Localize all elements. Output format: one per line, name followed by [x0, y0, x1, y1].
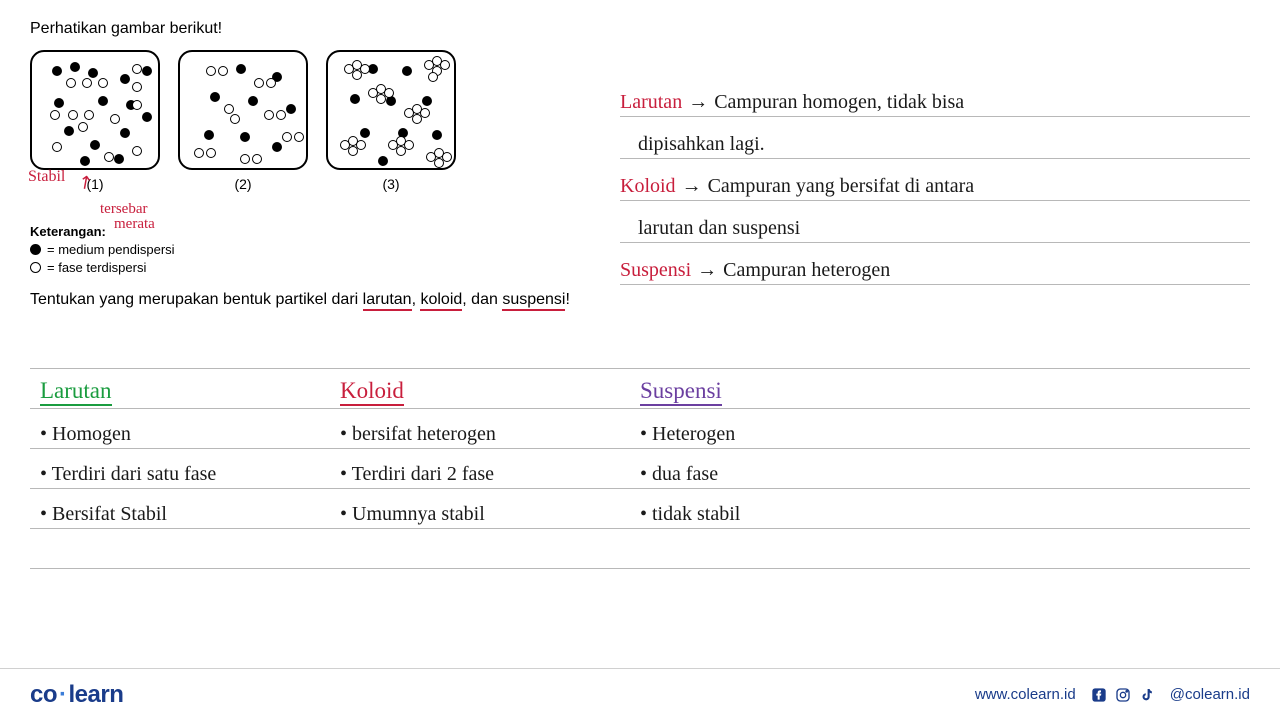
def-line-3: Koloid → Campuran yang bersifat di antar…: [620, 159, 1250, 201]
cell-r1-c2: • bersifat heterogen: [340, 423, 640, 446]
annotation-tersebar-1: tersebar: [100, 201, 147, 217]
diagram-box-2: [178, 50, 308, 170]
q-u2: koloid: [420, 291, 462, 311]
cell-r2-c1: • Terdiri dari satu fase: [30, 463, 340, 486]
diagram-row: [30, 50, 600, 170]
right-column: Larutan → Campuran homogen, tidak bisa d…: [600, 20, 1250, 309]
q-s3: !: [565, 291, 569, 308]
instruction-text: Perhatikan gambar berikut!: [30, 20, 600, 38]
page: Perhatikan gambar berikut! (1) (2) (3) K…: [0, 0, 1280, 720]
footer-url: www.colearn.id: [975, 686, 1076, 703]
header-koloid: Koloid: [340, 378, 404, 406]
instagram-icon: [1114, 686, 1132, 704]
arrow-icon: →: [697, 259, 717, 282]
q-u1: larutan: [363, 291, 412, 311]
footer-right: www.colearn.id @colearn.id: [975, 686, 1250, 704]
def-koloid-label: Koloid: [620, 175, 676, 198]
def-suspensi-1: Campuran heterogen: [723, 259, 890, 282]
white-dot-icon: [30, 262, 41, 273]
table-empty-row: [30, 529, 1250, 569]
logo-dot-icon: ·: [59, 681, 67, 708]
arrow-icon: →: [688, 91, 708, 114]
black-dot-icon: [30, 244, 41, 255]
header-suspensi: Suspensi: [640, 378, 722, 406]
annotation-stabil: Stabil: [28, 168, 65, 186]
legend-black-text: = medium pendispersi: [47, 242, 175, 257]
legend-white-text: = fase terdispersi: [47, 260, 146, 275]
q-s2: , dan: [462, 291, 502, 308]
question-text: Tentukan yang merupakan bentuk partikel …: [30, 291, 600, 309]
q-p1: Tentukan yang merupakan bentuk partikel …: [30, 291, 363, 308]
label-2: (2): [178, 176, 308, 192]
footer: co·learn www.colearn.id @colearn.id: [0, 668, 1280, 720]
diagram-box-3: [326, 50, 456, 170]
def-larutan-2: dipisahkan lagi.: [638, 133, 765, 156]
annotation-tersebar-2: merata: [114, 216, 155, 232]
cell-r3-c2: • Umumnya stabil: [340, 503, 640, 526]
logo: co·learn: [30, 681, 123, 709]
def-suspensi-label: Suspensi: [620, 259, 691, 282]
cell-r3-c1: • Bersifat Stabil: [30, 503, 340, 526]
arrow-icon: →: [682, 175, 702, 198]
cell-r3-c3: • tidak stabil: [640, 503, 1250, 526]
label-3: (3): [326, 176, 456, 192]
def-larutan-label: Larutan: [620, 91, 682, 114]
header-larutan: Larutan: [40, 378, 112, 406]
footer-handle: @colearn.id: [1170, 686, 1250, 703]
comparison-table: Larutan Koloid Suspensi • Homogen • bers…: [0, 329, 1280, 569]
legend-row-black: = medium pendispersi: [30, 242, 600, 257]
facebook-icon: [1090, 686, 1108, 704]
table-row-1: • Homogen • bersifat heterogen • Heterog…: [30, 409, 1250, 449]
def-line-5: Suspensi → Campuran heterogen: [620, 243, 1250, 285]
diagram-labels: (1) (2) (3): [30, 176, 600, 192]
left-column: Perhatikan gambar berikut! (1) (2) (3) K…: [30, 20, 600, 309]
cell-r2-c3: • dua fase: [640, 463, 1250, 486]
top-section: Perhatikan gambar berikut! (1) (2) (3) K…: [0, 0, 1280, 309]
social-icons: [1090, 686, 1156, 704]
definitions-area: Larutan → Campuran homogen, tidak bisa d…: [620, 75, 1250, 285]
table-row-2: • Terdiri dari satu fase • Terdiri dari …: [30, 449, 1250, 489]
table-header-row: Larutan Koloid Suspensi: [30, 369, 1250, 409]
cell-r1-c1: • Homogen: [30, 423, 340, 446]
def-koloid-2: larutan dan suspensi: [638, 217, 800, 240]
logo-pre: co: [30, 681, 57, 708]
tiktok-icon: [1138, 686, 1156, 704]
q-u3: suspensi: [502, 291, 565, 311]
def-larutan-1: Campuran homogen, tidak bisa: [714, 91, 964, 114]
cell-r1-c3: • Heterogen: [640, 423, 1250, 446]
diagram-box-1: [30, 50, 160, 170]
table-gap-row: [30, 329, 1250, 369]
table-row-3: • Bersifat Stabil • Umumnya stabil • tid…: [30, 489, 1250, 529]
annotation-tersebar: tersebar merata: [100, 202, 155, 232]
legend-row-white: = fase terdispersi: [30, 260, 600, 275]
def-line-1: Larutan → Campuran homogen, tidak bisa: [620, 75, 1250, 117]
logo-post: learn: [69, 681, 124, 708]
cell-r2-c2: • Terdiri dari 2 fase: [340, 463, 640, 486]
def-line-4: larutan dan suspensi: [620, 201, 1250, 243]
def-koloid-1: Campuran yang bersifat di antara: [708, 175, 975, 198]
def-line-2: dipisahkan lagi.: [620, 117, 1250, 159]
